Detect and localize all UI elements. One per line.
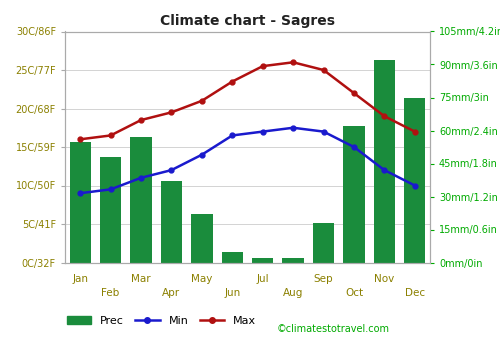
Bar [130,137,152,262]
Text: Nov: Nov [374,274,394,284]
Text: Jun: Jun [224,287,240,298]
Bar [252,258,274,262]
Bar [161,181,182,262]
Text: Aug: Aug [283,287,304,298]
Bar [191,214,212,262]
Bar [222,252,243,262]
Bar [70,141,91,262]
Text: Apr: Apr [162,287,180,298]
Text: Jan: Jan [72,274,88,284]
Text: Dec: Dec [404,287,425,298]
Text: Feb: Feb [102,287,120,298]
Text: Sep: Sep [314,274,334,284]
Legend: Prec, Min, Max: Prec, Min, Max [67,316,256,326]
Bar [404,98,425,262]
Title: Climate chart - Sagres: Climate chart - Sagres [160,14,335,28]
Bar [313,223,334,262]
Bar [374,60,395,262]
Bar [282,258,304,262]
Bar [100,157,122,262]
Text: ©climatestotravel.com: ©climatestotravel.com [276,324,390,334]
Text: Oct: Oct [345,287,363,298]
Text: Mar: Mar [131,274,151,284]
Bar [344,126,364,262]
Text: May: May [191,274,212,284]
Text: Jul: Jul [256,274,269,284]
